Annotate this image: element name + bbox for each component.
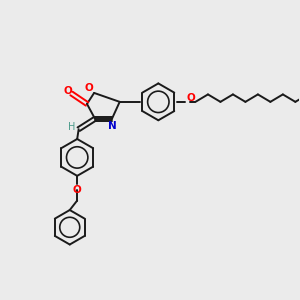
- Text: O: O: [186, 93, 195, 103]
- Text: H: H: [68, 122, 75, 132]
- Text: O: O: [64, 85, 72, 96]
- Text: O: O: [84, 82, 93, 93]
- Text: N: N: [108, 121, 116, 131]
- Text: O: O: [73, 184, 82, 194]
